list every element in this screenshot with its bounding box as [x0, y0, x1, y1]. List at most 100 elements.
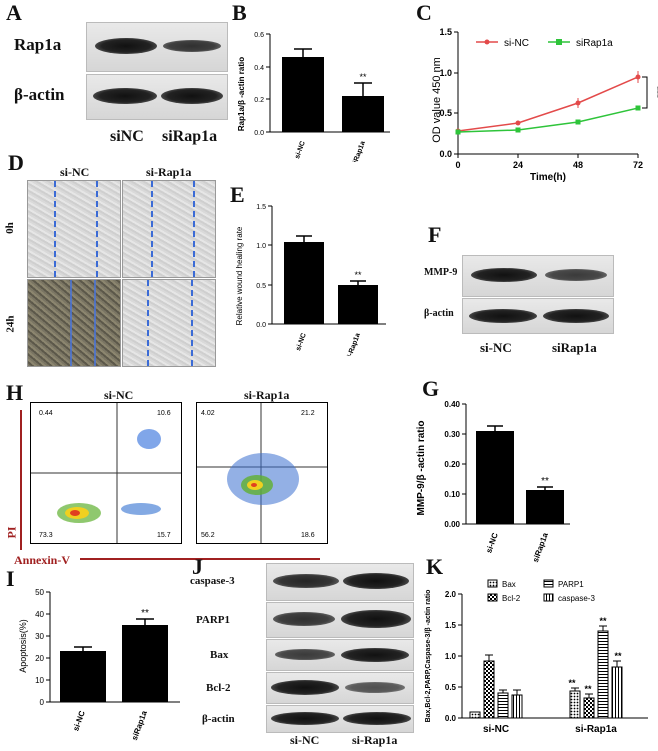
xtick: 24: [513, 160, 523, 170]
h-xaxis-annexin: Annexin-V: [14, 553, 71, 567]
bar-i-sirap1a: [122, 625, 168, 702]
panel-letter-d: D: [8, 150, 24, 175]
ytick: 1.5: [256, 204, 266, 211]
ylabel-b: Rap1a/β -actin ratio: [237, 57, 246, 131]
legend-c-1: siRap1a: [576, 38, 613, 49]
panel-letter-a: A: [6, 0, 22, 25]
ytick: 0.40: [444, 400, 460, 409]
blot-label-mmp9: MMP-9: [424, 267, 458, 278]
flow-sirap1a: 4.02 21.2 56.2 18.6: [196, 402, 328, 544]
blot-label-actin-f: β-actin: [424, 308, 454, 319]
ytick: 1.5: [439, 27, 452, 37]
blot-mmp9: [462, 255, 614, 297]
bar-g-sinc: [476, 431, 514, 524]
bar-k-nc-casp3: [511, 694, 523, 719]
ytick: 10: [35, 676, 44, 685]
ytick: 1.0: [439, 68, 452, 78]
panel-letter-j: J: [192, 554, 203, 579]
ytick: 0.2: [254, 97, 264, 104]
d-row-24h: 24h: [4, 315, 17, 333]
bar-k-nc-bax: [469, 711, 481, 719]
ylabel-k: Bax,Bcl-2,PARP,Caspase-3/β -actin ratio: [425, 590, 432, 723]
j-label-actin: β-actin: [202, 713, 235, 725]
line-c-sirap1a: [457, 107, 639, 133]
xtick-i-1: siRap1a: [130, 709, 149, 741]
q-rap-lr: 18.6: [301, 532, 315, 539]
blot-label-rap1a: Rap1a: [14, 35, 62, 54]
j-label-parp1: PARP1: [196, 614, 231, 626]
d-col-sinc: si-NC: [60, 165, 90, 179]
ytick: 0.5: [445, 683, 457, 692]
xtick-k-1: si-Rap1a: [575, 724, 617, 735]
lane-label-f-1: siRap1a: [552, 340, 597, 355]
xtick-e-0: si-NC: [295, 332, 308, 352]
ytick: 40: [35, 610, 44, 619]
ytick: 50: [35, 588, 44, 597]
ytick: 0.00: [444, 520, 460, 529]
ylabel-e: Relative wound healing rate: [235, 226, 244, 325]
sig-k-casp3: **: [614, 651, 622, 661]
bar-k-rap-casp3: [611, 666, 623, 719]
panel-letter-h: H: [6, 380, 24, 405]
ytick: 1.5: [445, 621, 457, 630]
yticks-b: 0.0 0.2 0.4 0.6: [254, 32, 270, 137]
xtick: 72: [633, 160, 643, 170]
j-label-bcl2: Bcl-2: [206, 682, 231, 694]
sig-b: **: [359, 72, 367, 82]
blot-bax: [266, 639, 414, 671]
micrograph-sirap1a-24h: [122, 279, 216, 367]
panel-letter-b: B: [232, 0, 247, 25]
bar-e-sinc: [284, 242, 324, 324]
line-c-sinc: [457, 76, 639, 132]
h-xaxis-arrow: [80, 558, 320, 560]
ylabel-g: MMP-9/β -actin ratio: [416, 421, 427, 516]
q-nc-ul: 0.44: [39, 410, 53, 417]
bar-k-nc-bcl2: [483, 660, 495, 719]
micrograph-sinc-24h: [27, 279, 121, 367]
bar-i-sinc: [60, 651, 106, 702]
panel-letter-i: I: [6, 566, 15, 591]
blot-actin-f: [462, 298, 614, 334]
xticks-c: 0 24 48 72: [455, 154, 643, 170]
blot-caspase3: [266, 563, 414, 601]
ytick: 30: [35, 632, 44, 641]
ytick: 0.0: [256, 322, 266, 329]
sig-g: **: [541, 476, 549, 487]
ytick: 20: [35, 654, 44, 663]
xtick: 48: [573, 160, 583, 170]
panel-letter-e: E: [230, 182, 245, 207]
blot-actin-j: [266, 705, 414, 733]
panel-letter-f: F: [428, 222, 442, 247]
legend-k-2: PARP1: [558, 580, 584, 589]
chart-k: Bax,Bcl-2,PARP,Caspase-3/β -actin ratio …: [425, 579, 648, 735]
ytick: 0.10: [444, 490, 460, 499]
j-label-caspase3: caspase-3: [190, 575, 235, 587]
ylabel-i: Apoptosis(%): [18, 619, 28, 673]
h-yaxis-pi: PI: [4, 526, 19, 539]
xtick-g-0: si-NC: [484, 531, 500, 554]
ytick: 1.0: [256, 243, 266, 250]
h-title-sinc: si-NC: [104, 388, 134, 402]
yticks-e: 0.0 0.5 1.0 1.5: [256, 204, 272, 329]
xtick-k-0: si-NC: [483, 724, 509, 735]
sig-i: **: [141, 608, 149, 619]
micrograph-sinc-0h: [27, 180, 121, 278]
chart-c: OD value 450 nm 0.0 0.5 1.0 1.5 0 24 48 …: [431, 27, 658, 182]
ytick: 0.4: [254, 65, 264, 72]
chart-i: Apoptosis(%) 0 10 20 30 40 50 ** si-NC s…: [18, 588, 180, 742]
blot-parp1: [266, 602, 414, 638]
q-rap-ur: 21.2: [301, 410, 315, 417]
ytick: 0: [40, 698, 45, 707]
h-yaxis-arrow: [20, 410, 22, 550]
ytick: 0.20: [444, 460, 460, 469]
q-rap-ul: 4.02: [201, 410, 215, 417]
ytick: 0.0: [439, 149, 452, 159]
yticks-c: 0.0 0.5 1.0 1.5: [439, 27, 458, 159]
legend-k-0: Bax: [502, 580, 516, 589]
bar-k-nc-parp1: [497, 692, 509, 719]
yticks-i: 0 10 20 30 40 50: [35, 588, 50, 707]
xtick-b-0: si-NC: [294, 140, 307, 160]
flow-sinc: 0.44 10.6 73.3 15.7: [30, 402, 182, 544]
bar-g-sirap1a: [526, 490, 564, 524]
yticks-g: 0.00 0.10 0.20 0.30 0.40: [444, 400, 466, 529]
